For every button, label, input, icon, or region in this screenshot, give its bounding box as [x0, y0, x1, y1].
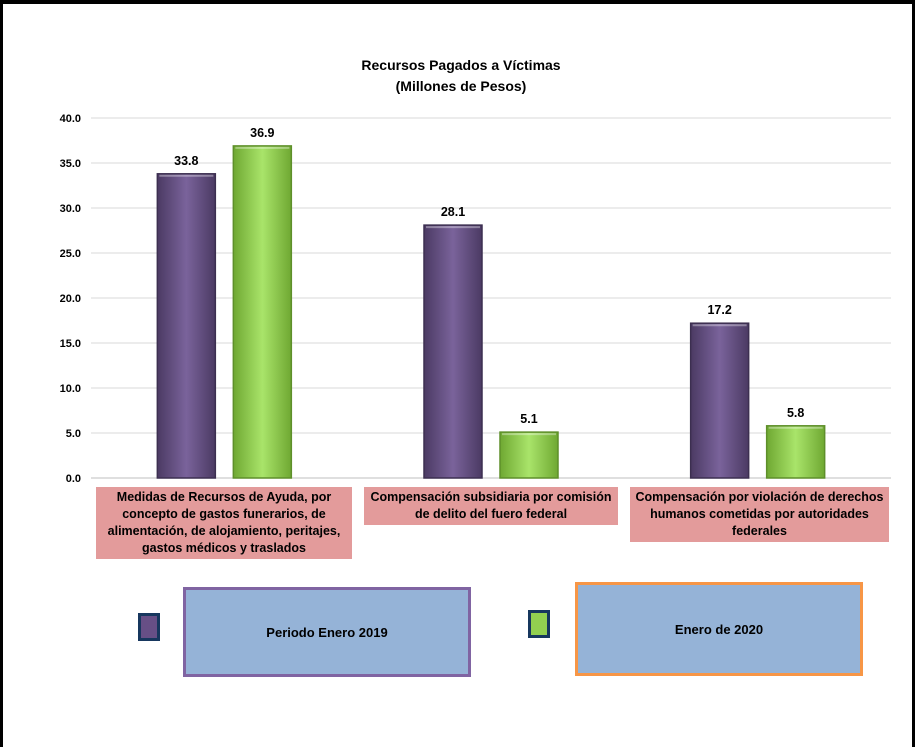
legend-label-2019: Periodo Enero 2019: [183, 587, 471, 677]
category-label-3: Compensación por violación de derechos h…: [630, 487, 889, 542]
y-tick-label: 25.0: [60, 248, 81, 260]
y-tick-label: 20.0: [60, 293, 81, 305]
y-axis-ticks: 0.0 5.0 10.0 15.0 20.0 25.0 30.0 35.0 40.0: [60, 113, 81, 485]
chart-subtitle: (Millones de Pesos): [396, 78, 527, 94]
data-label: 17.2: [707, 303, 731, 317]
legend-swatch-2020: [528, 610, 550, 638]
data-label: 36.9: [250, 126, 274, 140]
y-tick-label: 35.0: [60, 158, 81, 170]
y-tick-label: 15.0: [60, 338, 81, 350]
y-tick-label: 30.0: [60, 203, 81, 215]
y-tick-label: 0.0: [66, 473, 81, 485]
category-label-2: Compensación subsidiaria por comisión de…: [364, 487, 618, 525]
data-label: 5.1: [520, 412, 537, 426]
bars: [156, 145, 826, 479]
y-tick-label: 5.0: [66, 428, 81, 440]
legend-swatch-2019: [138, 613, 160, 641]
data-label: 28.1: [441, 205, 465, 219]
category-label-1: Medidas de Recursos de Ayuda, por concep…: [96, 487, 352, 559]
legend-label-2020: Enero de 2020: [575, 582, 863, 676]
chart-title: Recursos Pagados a Víctimas: [361, 57, 560, 73]
data-label: 33.8: [174, 154, 198, 168]
bar-series-1: [423, 224, 483, 479]
bar-series-2: [232, 145, 293, 479]
data-label: 5.8: [787, 406, 804, 420]
bar-series-1: [156, 173, 217, 479]
bar-series-2: [765, 425, 826, 479]
gridlines: [91, 117, 891, 479]
bar-series-1: [689, 322, 750, 479]
y-tick-label: 40.0: [60, 113, 81, 125]
bar-chart: Recursos Pagados a Víctimas (Millones de…: [60, 57, 891, 485]
bar-series-2: [499, 431, 559, 479]
y-tick-label: 10.0: [60, 383, 81, 395]
data-labels: 33.8 36.9 28.1 5.1 17.2 5.8: [174, 126, 804, 426]
